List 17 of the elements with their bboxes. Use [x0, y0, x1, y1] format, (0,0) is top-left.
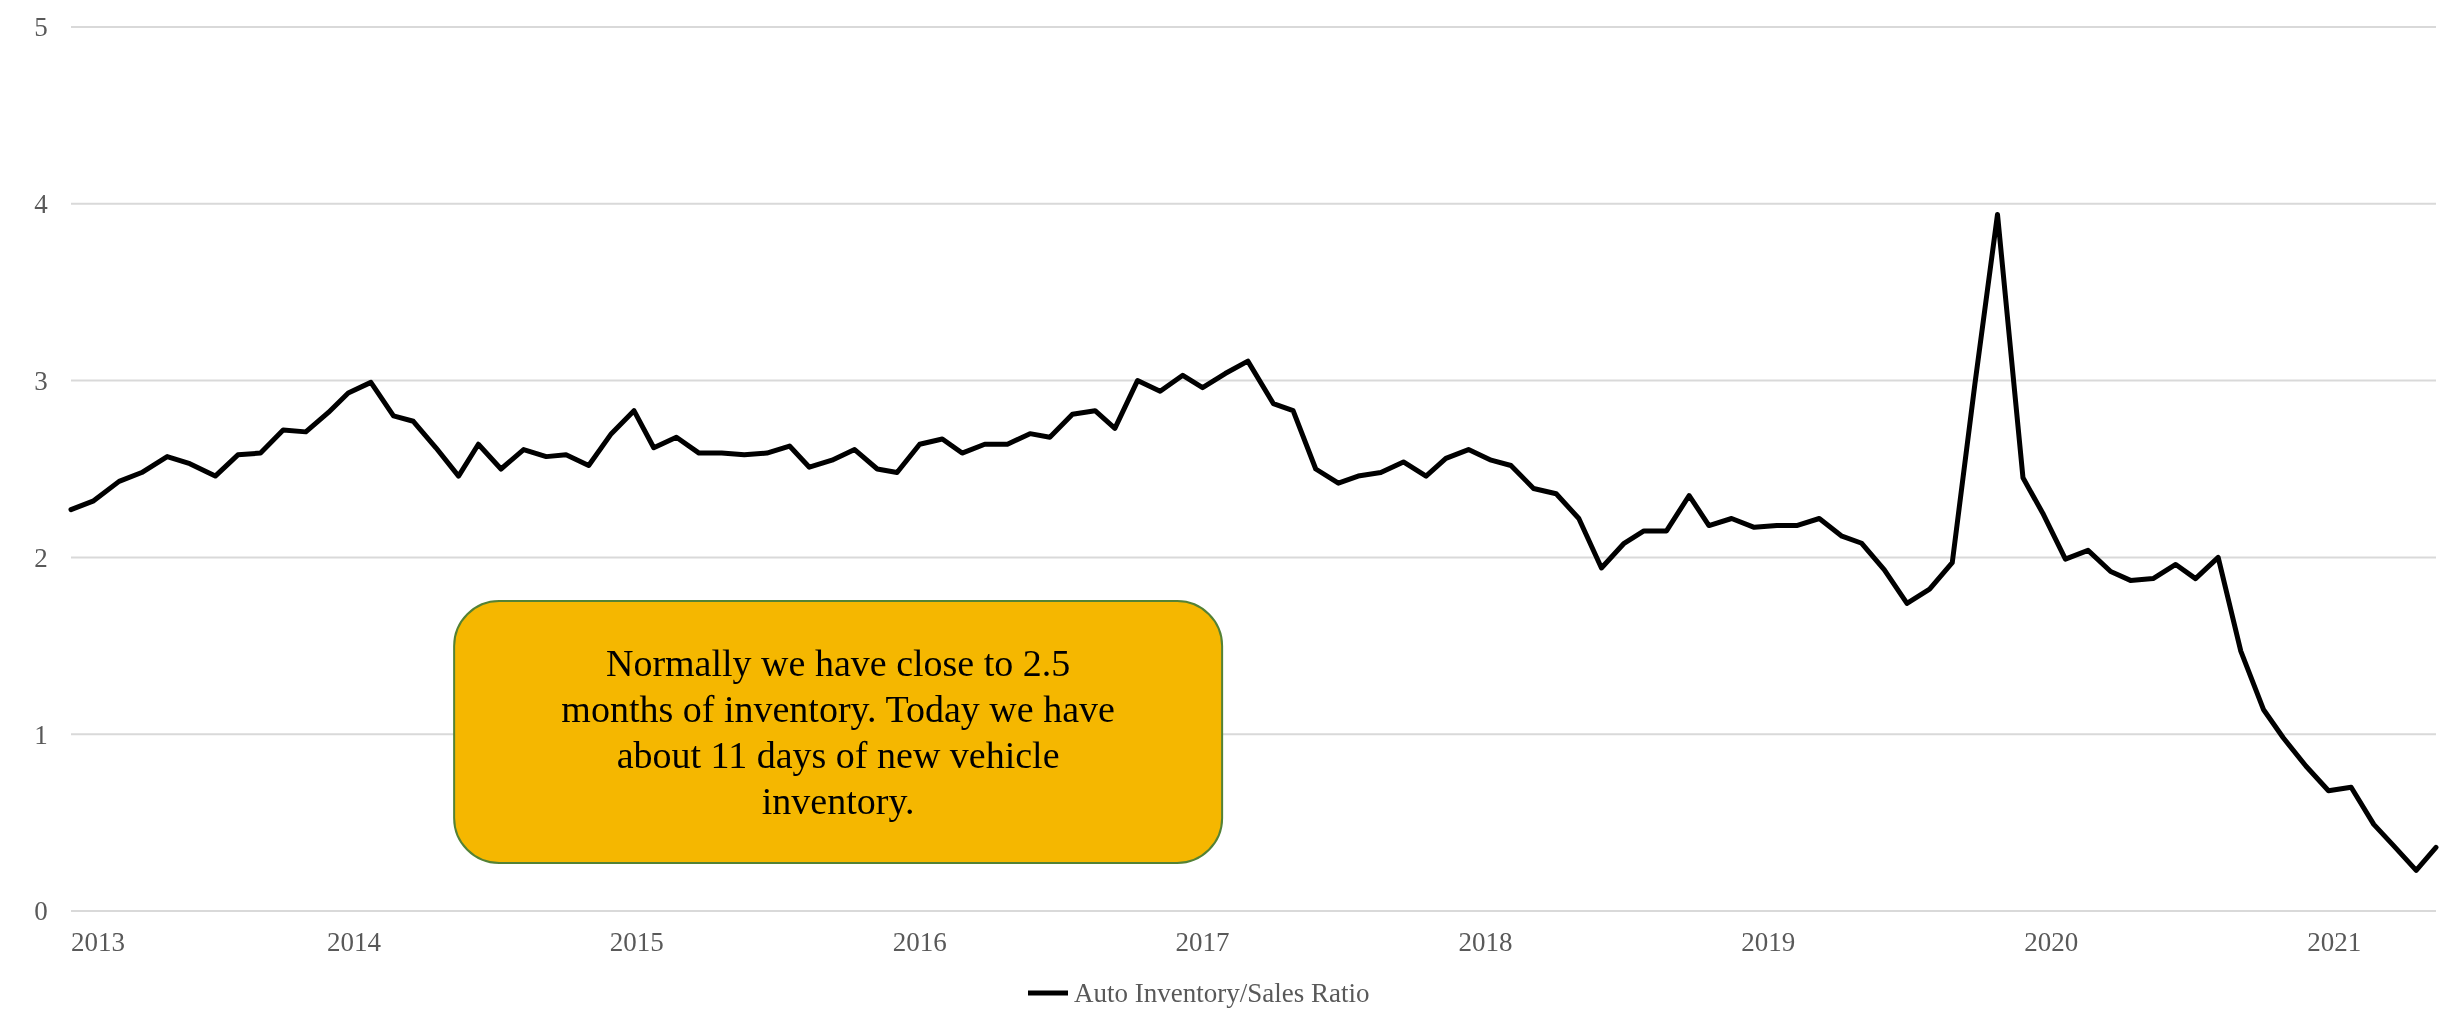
y-tick-label: 1	[34, 719, 48, 750]
y-tick-label: 0	[34, 896, 48, 927]
y-tick-label: 4	[34, 189, 49, 220]
x-tick-label: 2020	[2024, 927, 2079, 957]
x-tick-label: 2013	[71, 927, 125, 957]
y-tick-label: 3	[34, 366, 48, 397]
x-tick-label: 2019	[1741, 927, 1796, 957]
x-tick-label: 2016	[892, 927, 947, 957]
annotation: Normally we have close to 2.5 months of inventory. Today we have about 11 days of new vehicle inventory.	[561, 642, 1115, 823]
y-tick-label: 5	[34, 12, 48, 43]
y-tick-label: 2	[34, 542, 48, 573]
x-tick-label: 2018	[1458, 927, 1513, 957]
x-tick-label: 2015	[609, 927, 664, 957]
x-tick-label: 2017	[1175, 927, 1230, 957]
x-tick-label: 2021	[2307, 927, 2362, 957]
x-tick-label: 2014	[326, 927, 382, 957]
legend-label: Auto Inventory/Sales Ratio	[1074, 978, 1370, 1009]
